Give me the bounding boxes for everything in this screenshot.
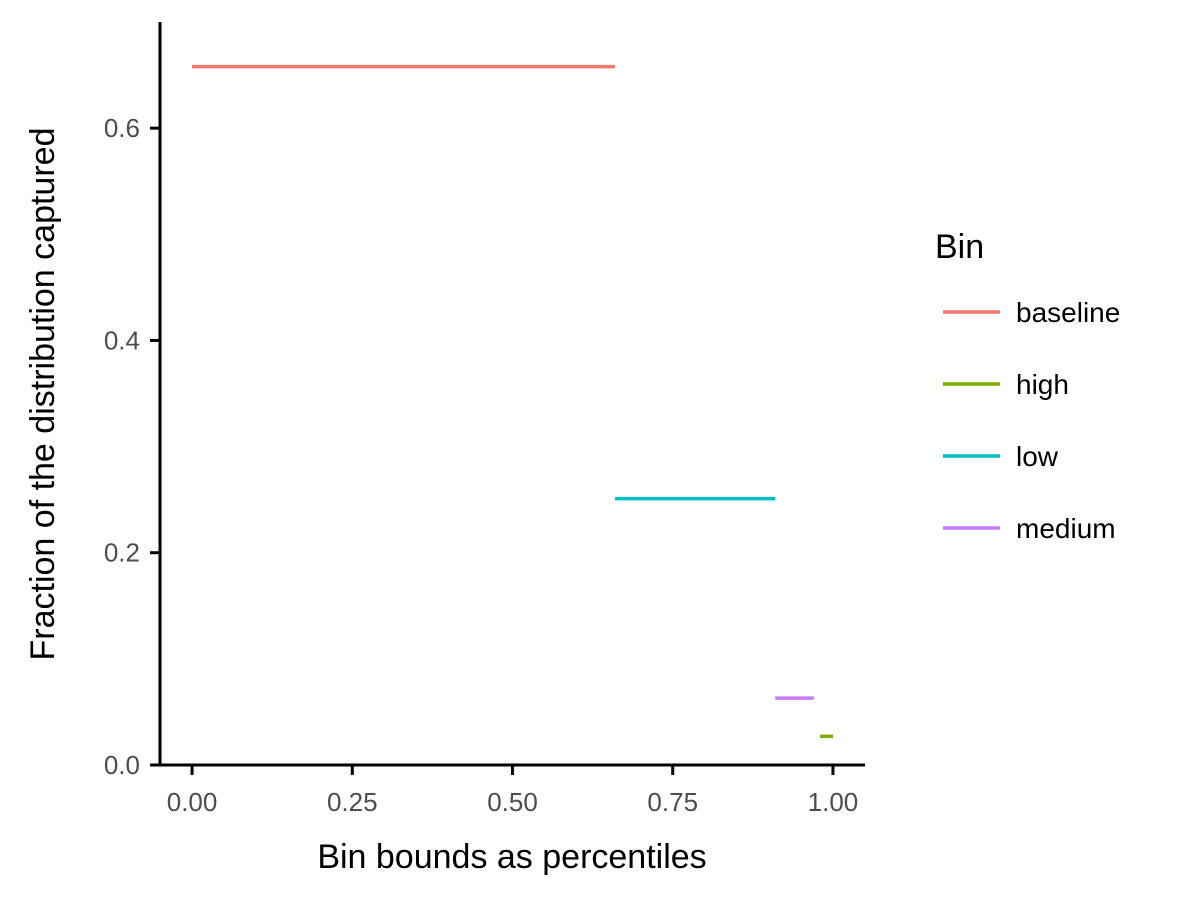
y-tick-label: 0.6 (104, 113, 140, 143)
legend-label-low: low (1016, 441, 1059, 472)
legend-label-baseline: baseline (1016, 297, 1120, 328)
series-layer (192, 64, 833, 739)
y-tick-label: 0.4 (104, 325, 140, 355)
x-ticks: 0.00 0.25 0.50 0.75 1.00 (167, 765, 859, 817)
y-ticks: 0.0 0.2 0.4 0.6 (104, 113, 160, 780)
legend-label-medium: medium (1016, 513, 1116, 544)
y-axis-title: Fraction of the distribution captured (24, 128, 62, 661)
legend-label-high: high (1016, 369, 1069, 400)
legend: Bin baseline high low medium (935, 228, 1120, 544)
x-tick-label: 0.25 (327, 787, 378, 817)
y-tick-label: 0.2 (104, 538, 140, 568)
legend-title: Bin (935, 228, 984, 266)
axes (158, 22, 865, 767)
x-tick-label: 0.75 (647, 787, 698, 817)
x-tick-label: 0.50 (487, 787, 538, 817)
y-tick-label: 0.0 (104, 750, 140, 780)
x-axis-title: Bin bounds as percentiles (317, 838, 706, 876)
x-tick-label: 0.00 (167, 787, 218, 817)
x-tick-label: 1.00 (808, 787, 859, 817)
legend-items: baseline high low medium (943, 297, 1120, 544)
